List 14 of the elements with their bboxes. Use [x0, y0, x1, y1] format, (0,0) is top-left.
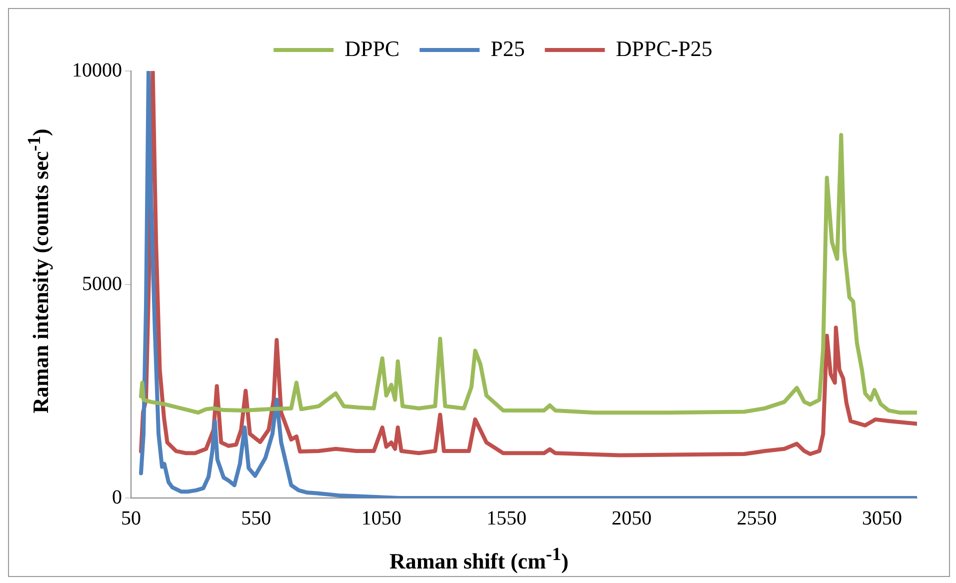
y-tick-label: 5000 [82, 272, 122, 295]
y-tick-label: 10000 [72, 59, 122, 82]
legend-label: DPPC [344, 36, 400, 61]
legend-label: P25 [490, 36, 525, 61]
x-tick-label: 550 [241, 507, 272, 530]
legend-label: DPPC-P25 [616, 36, 712, 61]
x-tick-label: 1050 [361, 507, 402, 530]
x-tick-label: 2550 [736, 507, 777, 530]
x-tick-label: 1550 [486, 507, 526, 530]
x-tick-label: 50 [121, 507, 141, 530]
y-tick-label: 0 [112, 486, 122, 508]
x-tick-label: 2050 [612, 507, 652, 530]
x-axis-title: Raman shift (cm$^{-1}$) [388, 544, 570, 574]
x-tick-label: 3050 [862, 507, 902, 530]
